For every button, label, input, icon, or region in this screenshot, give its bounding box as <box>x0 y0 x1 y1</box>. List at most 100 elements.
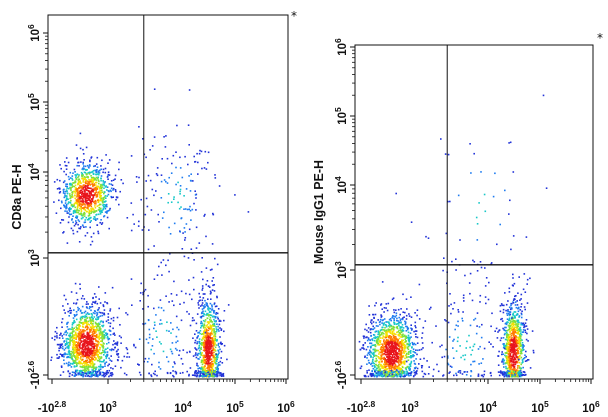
event-dot <box>66 353 69 356</box>
event-dot <box>501 304 503 307</box>
event-dot <box>78 308 80 310</box>
event-dot <box>86 372 88 374</box>
event-dot <box>205 355 208 358</box>
event-dot <box>85 306 88 308</box>
event-dot <box>385 334 387 336</box>
event-dot <box>92 352 95 355</box>
event-dot <box>92 326 95 329</box>
event-dot <box>105 186 107 188</box>
event-dot <box>78 203 80 205</box>
event-dot <box>86 324 88 327</box>
event-dot <box>158 221 160 223</box>
y-axis-label: CD8a PE-H <box>10 164 24 229</box>
event-dot <box>83 333 85 335</box>
event-dot <box>197 367 199 370</box>
event-dot <box>120 336 122 339</box>
event-dot <box>212 348 215 350</box>
event-dot <box>102 366 104 368</box>
event-dot <box>396 346 398 349</box>
event-dot <box>77 161 80 164</box>
x-tick-label: 106 <box>277 399 295 415</box>
event-dot <box>207 337 210 340</box>
event-dot <box>91 319 94 321</box>
event-dot <box>378 340 381 342</box>
event-dot <box>110 367 112 369</box>
event-dot <box>210 347 212 349</box>
event-dot <box>368 305 370 307</box>
event-dot <box>387 359 390 362</box>
event-dot <box>403 351 405 353</box>
event-dot <box>202 359 205 361</box>
event-dot <box>163 211 165 214</box>
event-dot <box>200 372 202 374</box>
event-dot <box>196 362 198 365</box>
event-dot <box>74 184 77 187</box>
event-dot <box>365 323 367 326</box>
event-dot <box>118 168 120 171</box>
event-dot <box>160 174 163 176</box>
event-dot <box>71 195 74 198</box>
event-dot <box>171 342 174 344</box>
event-dot <box>405 337 407 339</box>
event-dot <box>424 373 427 376</box>
event-dot <box>393 346 395 349</box>
event-dot <box>198 349 201 352</box>
event-dot <box>91 171 93 173</box>
event-dot <box>209 339 211 342</box>
event-dot <box>93 347 96 350</box>
event-dot <box>68 353 70 356</box>
event-dot <box>85 320 87 322</box>
event-dot <box>196 342 198 345</box>
event-dot <box>86 336 88 338</box>
event-dot <box>108 183 111 185</box>
event-dot <box>208 376 210 378</box>
event-dot <box>199 342 201 345</box>
event-dot <box>98 323 101 325</box>
event-dot <box>395 312 398 314</box>
event-dot <box>386 349 389 351</box>
event-dot <box>394 344 396 346</box>
event-dot <box>395 369 397 371</box>
event-dot <box>173 280 175 283</box>
event-dot <box>397 308 400 311</box>
event-dot <box>203 333 205 336</box>
event-dot <box>121 359 124 362</box>
event-dot <box>406 365 409 368</box>
event-dot <box>63 356 65 358</box>
event-dot <box>76 327 79 330</box>
event-dot <box>212 375 215 377</box>
event-dot <box>87 323 90 325</box>
event-dot <box>86 352 89 355</box>
event-dot <box>374 344 377 346</box>
event-dot <box>91 335 94 338</box>
event-dot <box>91 303 93 305</box>
event-dot <box>92 232 95 235</box>
event-dot <box>82 188 85 190</box>
event-dot <box>91 189 94 191</box>
event-dot <box>112 196 114 198</box>
event-dot <box>80 161 82 163</box>
event-dot <box>69 195 71 197</box>
event-dot <box>75 189 78 191</box>
event-dot <box>217 328 220 331</box>
event-dot <box>71 191 74 193</box>
event-dot <box>82 315 85 318</box>
event-dot <box>508 342 510 344</box>
event-dot <box>68 349 70 352</box>
event-dot <box>64 312 66 314</box>
event-dot <box>401 369 403 371</box>
event-dot <box>85 146 88 149</box>
event-dot <box>101 191 103 193</box>
event-dot <box>214 350 217 352</box>
event-dot <box>82 323 85 325</box>
event-dot <box>72 344 75 347</box>
event-dot <box>92 181 94 183</box>
event-dot <box>203 167 206 169</box>
event-dot <box>181 248 184 250</box>
event-dot <box>82 214 84 217</box>
event-dot <box>202 357 205 360</box>
event-dot <box>85 364 88 367</box>
event-dot <box>396 331 398 334</box>
event-dot <box>202 297 205 299</box>
event-dot <box>73 182 75 184</box>
